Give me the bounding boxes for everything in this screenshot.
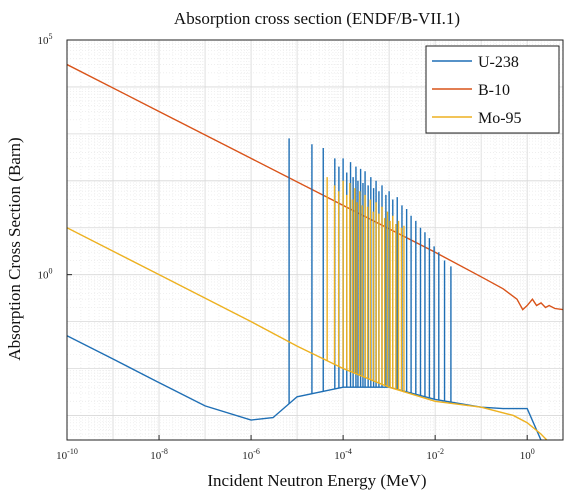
legend: U-238 B-10 Mo-95	[425, 45, 560, 134]
series-layer	[67, 63, 563, 440]
series-line-mo-95	[67, 227, 548, 440]
legend-label-b10: B-10	[478, 82, 510, 99]
x-axis-label: Incident Neutron Energy (MeV)	[207, 471, 426, 490]
legend-label-u238: U-238	[478, 54, 519, 71]
chart-title: Absorption cross section (ENDF/B-VII.1)	[174, 9, 460, 28]
legend-label-mo95: Mo-95	[478, 110, 522, 127]
y-axis-label: Absorption Cross Section (Barn)	[5, 137, 24, 360]
plot-frame	[66, 39, 564, 441]
